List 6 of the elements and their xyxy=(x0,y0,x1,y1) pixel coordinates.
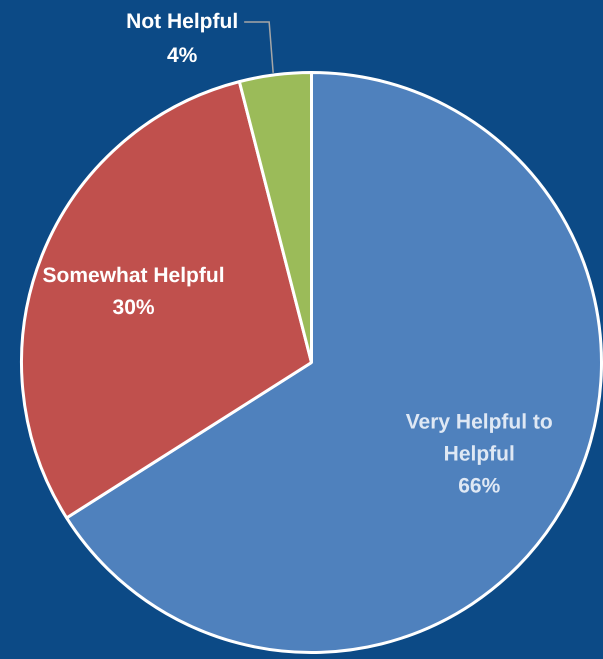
data-label: 66% xyxy=(458,474,501,498)
slice-label: Not Helpful xyxy=(126,10,238,33)
slice-label: Very Helpful to Helpful xyxy=(406,410,553,466)
slice-label: Somewhat Helpful xyxy=(42,264,225,287)
data-label: 30% xyxy=(112,296,155,319)
data-label: 4% xyxy=(166,44,198,67)
